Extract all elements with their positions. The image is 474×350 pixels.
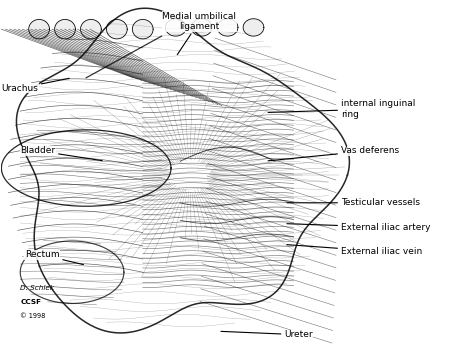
Text: Vas deferens: Vas deferens (268, 146, 399, 161)
Polygon shape (132, 20, 153, 39)
Polygon shape (107, 20, 127, 39)
Polygon shape (217, 19, 238, 36)
Text: Ureter: Ureter (221, 330, 313, 339)
Text: Urachus: Urachus (1, 78, 69, 93)
Text: internal inguinal
ring: internal inguinal ring (268, 99, 415, 119)
Text: Rectum: Rectum (25, 250, 83, 265)
Text: Bladder: Bladder (20, 146, 102, 161)
Text: External iliac artery: External iliac artery (287, 223, 430, 232)
Polygon shape (55, 20, 75, 39)
Polygon shape (81, 20, 101, 39)
Polygon shape (243, 19, 264, 36)
Text: External iliac vein: External iliac vein (287, 245, 422, 256)
Text: D. Schlek: D. Schlek (20, 285, 55, 291)
Text: © 1998: © 1998 (20, 313, 46, 318)
Polygon shape (191, 19, 212, 36)
Polygon shape (165, 19, 186, 36)
Polygon shape (29, 20, 49, 39)
Text: Testicular vessels: Testicular vessels (287, 198, 419, 207)
Text: Medial umbilical
ligament: Medial umbilical ligament (162, 12, 237, 55)
Text: CCSF: CCSF (20, 299, 41, 305)
